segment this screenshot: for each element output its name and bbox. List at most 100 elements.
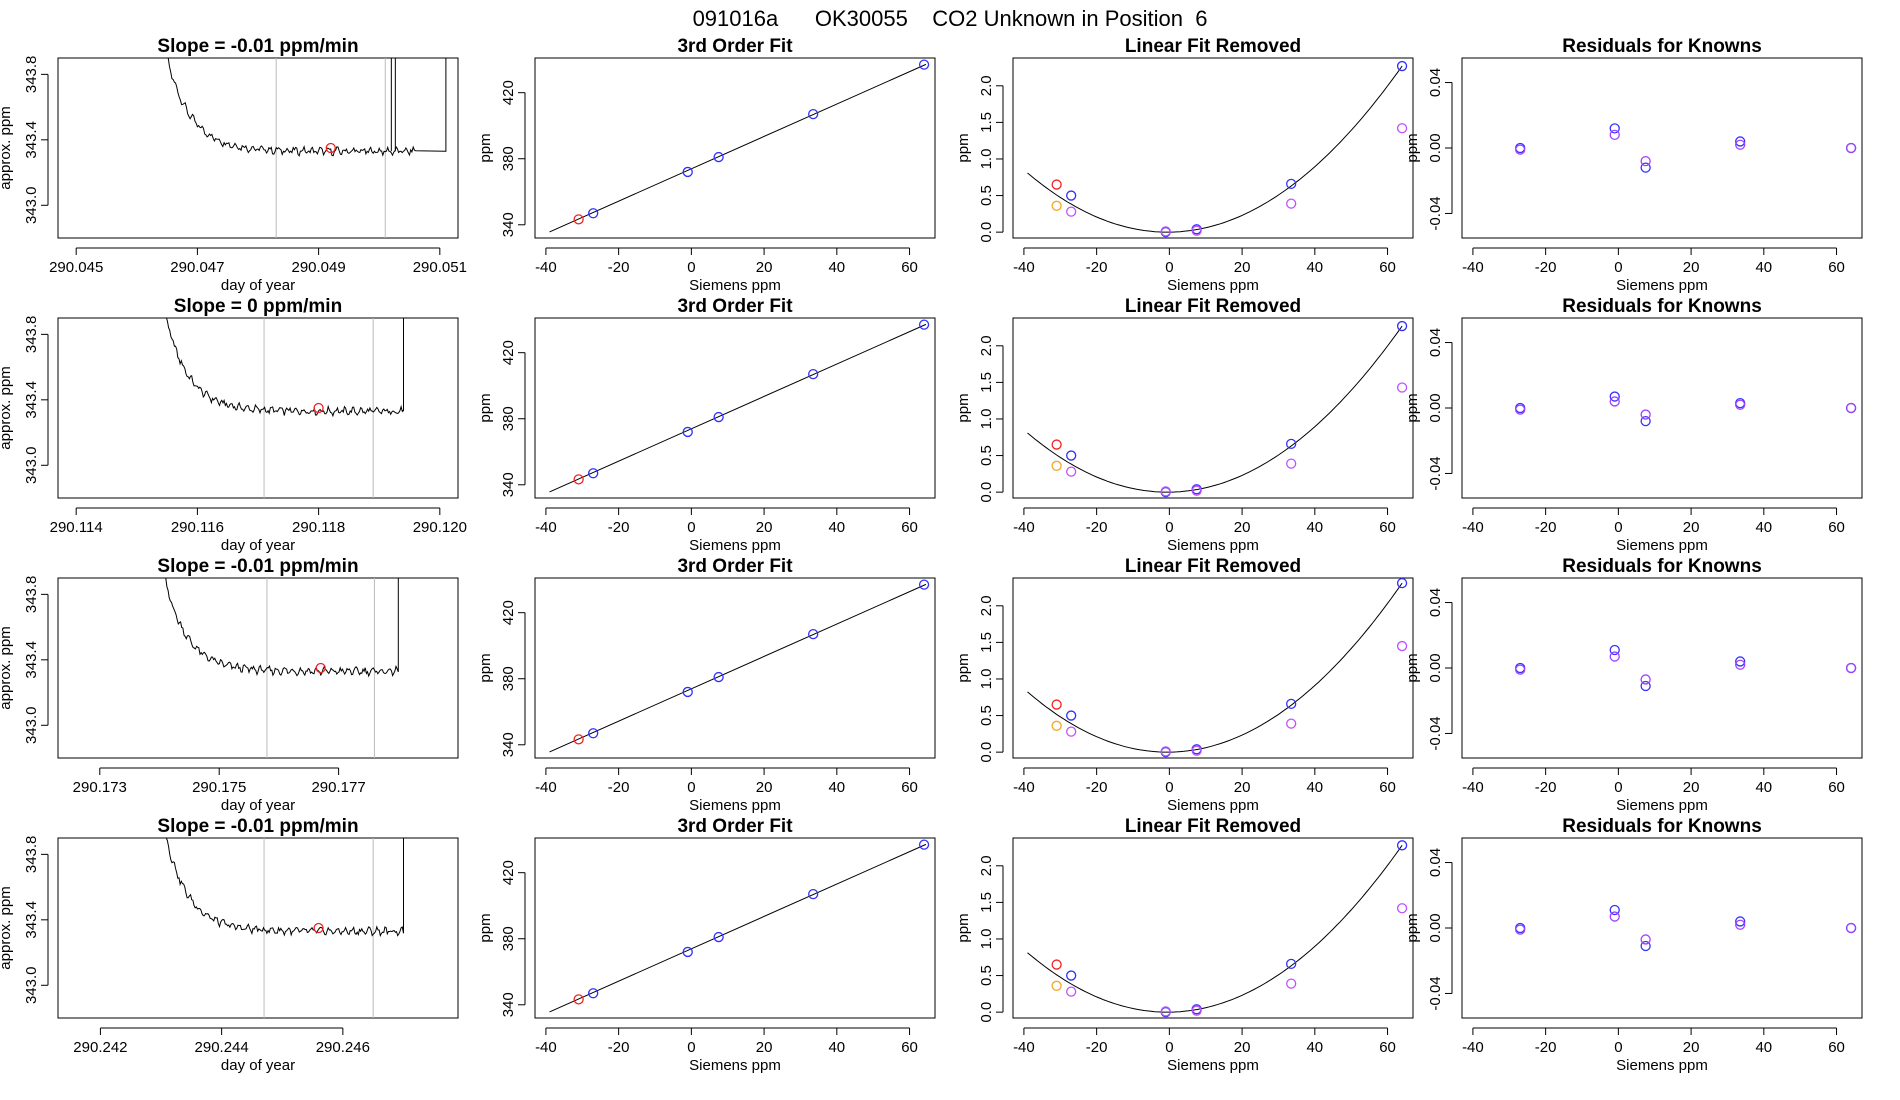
linear-point [1160, 1006, 1171, 1017]
x-tick-label: -20 [1086, 519, 1108, 536]
x-tick-label: 290.116 [171, 519, 224, 536]
panel-title: Linear Fit Removed [1125, 816, 1301, 837]
y-tick-label: -0.04 [1427, 456, 1444, 490]
y-tick-label: 343.4 [23, 901, 40, 939]
residual-point [1640, 415, 1651, 427]
known-point [1286, 958, 1297, 970]
y-tick-label: 0.0 [978, 742, 995, 763]
x-tick-label: 290.047 [170, 259, 224, 276]
known-point [1286, 178, 1297, 190]
residual-point-alt [1735, 139, 1746, 150]
x-tick-label: 40 [828, 259, 845, 276]
residual-point-alt [1640, 934, 1651, 945]
quadratic-curve [1027, 65, 1403, 233]
y-tick-label: 380 [500, 666, 517, 691]
panel-title: Slope = -0.01 ppm/min [157, 556, 358, 577]
x-tick-label: 60 [1828, 1039, 1845, 1056]
y-tick-label: 420 [500, 860, 517, 885]
y-tick-label: 340 [500, 472, 517, 497]
residual-point [1609, 123, 1620, 134]
known-point [713, 151, 724, 163]
unknown-marker [313, 922, 324, 934]
x-tick-label: -40 [535, 1039, 557, 1056]
plot-frame [534, 577, 936, 759]
known-point [918, 59, 930, 70]
plot-frame [1012, 57, 1414, 239]
y-tick-label: 343.0 [23, 446, 40, 484]
linear-point [1286, 978, 1297, 989]
x-tick-label: 40 [1755, 1039, 1772, 1056]
x-tick-label: 0 [687, 1039, 695, 1056]
x-tick-label: 60 [1828, 259, 1845, 276]
residual-point [1640, 940, 1651, 952]
y-axis-label: ppm [1404, 653, 1421, 682]
known-point [682, 946, 693, 958]
residual-point-alt [1735, 919, 1746, 930]
plot-frame [57, 837, 459, 1019]
x-axis-label: day of year [221, 537, 295, 554]
x-tick-label: 60 [901, 1039, 918, 1056]
x-tick-label: 60 [1379, 779, 1396, 796]
residual-point-alt [1735, 399, 1746, 410]
y-tick-label: 0.0 [978, 482, 995, 503]
x-axis-label: Siemens ppm [1616, 1057, 1708, 1074]
y-tick-label: 0.5 [978, 965, 995, 986]
known-point [713, 411, 724, 423]
x-tick-label: 290.175 [192, 779, 246, 796]
plot-frame [534, 317, 936, 499]
y-tick-label: 0.0 [978, 222, 995, 243]
plot-frame [534, 57, 936, 239]
linear-point [1286, 198, 1297, 209]
x-tick-label: -40 [1013, 1039, 1035, 1056]
known-point [1286, 438, 1297, 450]
trace-panel: Slope = 0 ppm/min 290.114 290.116 290.118 29… [0, 296, 467, 554]
unknown-point [1051, 959, 1062, 970]
x-tick-label: 20 [1683, 1039, 1700, 1056]
y-tick-label: 0.0 [978, 1002, 995, 1023]
panel-title: Linear Fit Removed [1125, 556, 1301, 577]
residual-point [1735, 916, 1746, 927]
panel-title: 3rd Order Fit [677, 296, 793, 317]
known-point [1066, 450, 1077, 461]
residual-point-alt [1640, 155, 1651, 167]
y-tick-label: 343.0 [23, 966, 40, 1004]
known-point [588, 468, 599, 479]
x-axis-label: Siemens ppm [689, 537, 781, 554]
x-tick-label: -20 [1535, 519, 1557, 536]
y-axis-label: ppm [1404, 393, 1421, 422]
x-tick-label: -20 [608, 519, 630, 536]
unknown-linear-point [1051, 460, 1062, 471]
x-tick-label: 290.118 [292, 519, 345, 536]
unknown-point [573, 734, 584, 745]
x-tick-label: -40 [1013, 259, 1035, 276]
x-axis-label: day of year [221, 797, 295, 814]
x-tick-label: -20 [1535, 779, 1557, 796]
x-tick-label: 20 [1683, 779, 1700, 796]
x-tick-label: 0 [1165, 1039, 1173, 1056]
y-tick-label: 1.5 [978, 632, 995, 653]
known-point [1396, 577, 1408, 589]
residual-point-alt [1845, 142, 1857, 154]
trace-line [167, 58, 447, 157]
known-point [682, 166, 693, 178]
x-axis-label: Siemens ppm [689, 797, 781, 814]
x-tick-label: 60 [901, 259, 918, 276]
residual-point-alt [1735, 659, 1746, 670]
y-axis-label: approx. ppm [0, 626, 14, 709]
residual-point-alt [1609, 651, 1620, 662]
unknown-marker [325, 142, 336, 154]
plot-frame [1461, 577, 1863, 759]
known-point [1396, 60, 1408, 72]
linear-point [1396, 640, 1408, 652]
x-tick-label: 290.173 [73, 779, 127, 796]
residual-point-alt [1515, 664, 1526, 675]
unknown-marker [315, 662, 326, 674]
x-tick-label: -20 [1535, 259, 1557, 276]
plot-frame [1461, 837, 1863, 1019]
y-tick-label: 420 [500, 80, 517, 105]
fit-panel: 3rd Order Fit -40 -20 0 20 40 60 340 380 420 Sieme… [477, 816, 936, 1074]
y-tick-label: 0.00 [1427, 393, 1444, 422]
trace-panel: Slope = -0.01 ppm/min 290.045 290.047 290.0… [0, 36, 467, 294]
residual-point [1640, 162, 1651, 173]
x-tick-label: -40 [535, 779, 557, 796]
